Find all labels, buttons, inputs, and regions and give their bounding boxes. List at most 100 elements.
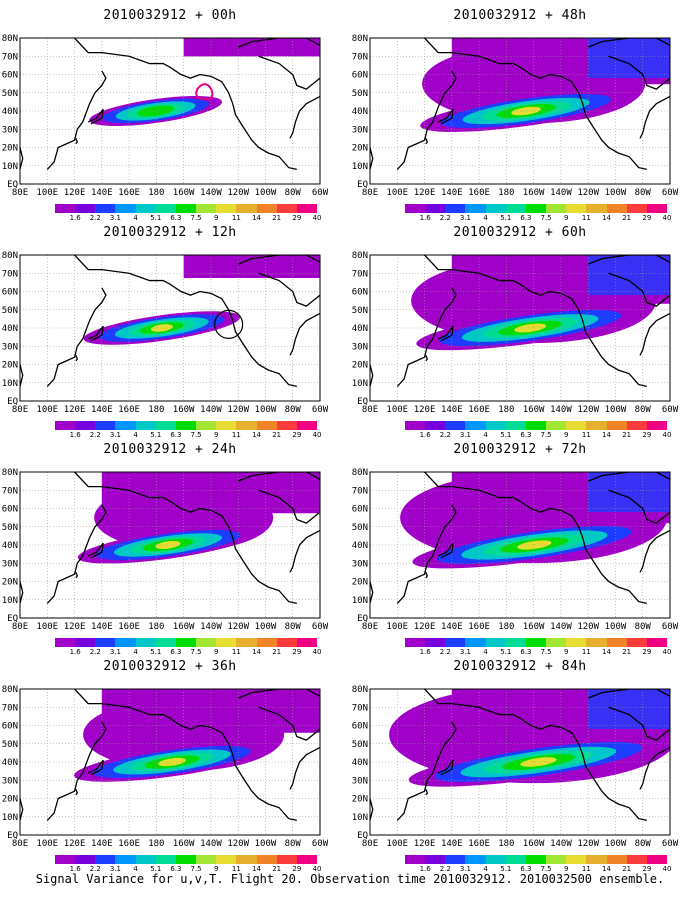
colorbar-label: 1.6 (69, 431, 81, 439)
colorbar-label: 21 (622, 431, 632, 439)
lat-tick-label: 20N (2, 578, 18, 588)
map-frame (369, 471, 671, 619)
colorbar-swatch (296, 421, 318, 430)
coastline (608, 489, 670, 524)
colorbar-swatch (276, 855, 297, 864)
colorbar-swatch (175, 855, 197, 864)
colorbar-label: 4 (483, 214, 488, 222)
colorbar-label: 3.1 (109, 648, 122, 656)
colorbar-swatch (465, 421, 486, 430)
coastline (437, 542, 454, 559)
colorbar-label: 21 (272, 214, 282, 222)
colorbar-label: 21 (272, 431, 282, 439)
coastline (46, 721, 107, 821)
lon-tick-label: 60W (662, 839, 679, 849)
colorbar-label: 11 (231, 214, 241, 222)
variance-region (588, 38, 670, 78)
lat-tick-label: 70N (352, 703, 368, 713)
colorbar-swatch (175, 421, 197, 430)
coastline (75, 355, 79, 362)
colorbar-swatch (155, 638, 176, 647)
lon-tick-label: 80E (362, 405, 378, 415)
colorbar-swatch (405, 855, 426, 864)
colorbar-swatch (256, 638, 277, 647)
colorbar-swatch (566, 421, 587, 430)
colorbar-swatch (55, 855, 76, 864)
map-plot: EQ 10N 20N 30N 40N 50N 60N 70N 80N 80E 100E 120E 140… (352, 685, 679, 849)
lat-tick-label: 20N (352, 144, 368, 154)
coastline (75, 789, 79, 796)
colorbar-label: 4 (133, 431, 138, 439)
lat-tick-label: 80N (352, 685, 368, 695)
lat-tick-label: 40N (2, 541, 18, 551)
variance-band (517, 540, 552, 550)
colorbar-swatch (405, 421, 426, 430)
coastline (424, 38, 647, 171)
lat-tick-label: 40N (352, 541, 368, 551)
map-panel: 2010032912 + 00h EQ 10N 20N 30N 40N 50N 60N 70N 8… (0, 8, 340, 230)
colorbar-swatch (405, 204, 426, 213)
colorbar-label: 2.2 (89, 648, 101, 656)
lon-tick-label: 80E (362, 188, 378, 198)
lon-tick-label: 140E (91, 839, 113, 849)
lon-tick-label: 100W (255, 188, 277, 198)
colorbar-label: 40 (662, 648, 672, 656)
colorbar-swatch (425, 204, 446, 213)
colorbar-label: 3.1 (459, 214, 472, 222)
colorbar-label: 4 (483, 648, 488, 656)
lat-tick-label: 50N (2, 89, 18, 99)
lat-tick-label: 10N (352, 596, 368, 606)
coastline (258, 272, 320, 307)
lon-tick-label: 120E (414, 839, 436, 849)
colorbar-label: 21 (272, 865, 282, 873)
lat-tick-label: 10N (2, 813, 18, 823)
colorbar-label: 14 (602, 214, 611, 222)
lat-tick-label: 60N (352, 288, 368, 298)
coastline (87, 108, 104, 125)
lon-tick-label: 100W (255, 839, 277, 849)
colorbar: 1.6 2.2 3.1 4 5.1 6.3 7.5 9 11 14 21 29 40 (55, 855, 321, 877)
lat-tick-label: 40N (2, 324, 18, 334)
colorbar-swatch (646, 421, 668, 430)
lat-tick-label: 60N (352, 722, 368, 732)
colorbar-swatch (135, 204, 156, 213)
lon-tick-label: 180 (148, 188, 164, 198)
colorbar-swatch (256, 421, 277, 430)
lat-tick-label: 70N (2, 703, 18, 713)
lon-tick-label: 160W (523, 622, 545, 632)
map-panel: 2010032912 + 84h EQ 10N 20N 30N 40N 50N 60N 70N 8… (350, 659, 690, 881)
lon-tick-label: 120W (227, 622, 249, 632)
colorbar-label: 2.2 (89, 865, 101, 873)
coastline (587, 38, 670, 48)
colorbar-label: 11 (231, 431, 241, 439)
colorbar-label: 2.2 (439, 214, 451, 222)
panel-title: 2010032912 + 24h (103, 442, 237, 457)
lon-tick-label: 160W (523, 405, 545, 415)
map-panel: 2010032912 + 36h EQ 10N 20N 30N 40N 50N 60N 70N 8… (0, 659, 340, 881)
panel-title: 2010032912 + 72h (453, 442, 587, 457)
coastline (437, 108, 454, 125)
colorbar-label: 1.6 (419, 648, 431, 656)
lon-tick-label: 80W (285, 839, 302, 849)
map-plot: EQ 10N 20N 30N 40N 50N 60N 70N 80N 80E 100E 120E 140… (352, 251, 679, 415)
lat-tick-label: EQ (7, 614, 18, 624)
lon-tick-label: 180 (498, 188, 514, 198)
variance-band (514, 323, 547, 333)
colorbar-label: 11 (581, 431, 591, 439)
map-plot: EQ 10N 20N 30N 40N 50N 60N 70N 80N 80E 100E 120E 140… (2, 251, 329, 415)
colorbar-label: 9 (563, 648, 569, 656)
colorbar: 1.6 2.2 3.1 4 5.1 6.3 7.5 9 11 14 21 29 40 (405, 421, 671, 443)
colorbar-label: 29 (642, 431, 652, 439)
coastline (46, 287, 107, 387)
colorbar-swatch (586, 855, 607, 864)
coastline (74, 255, 297, 388)
colorbar-swatch (646, 204, 668, 213)
lon-tick-label: 120E (64, 622, 86, 632)
lon-tick-label: 100E (386, 188, 408, 198)
colorbar-swatch (216, 421, 237, 430)
colorbar-swatch (115, 638, 136, 647)
lat-tick-label: 70N (2, 269, 18, 279)
lat-tick-label: 10N (2, 379, 18, 389)
lon-tick-label: 160E (118, 188, 140, 198)
map-frame (369, 688, 671, 836)
